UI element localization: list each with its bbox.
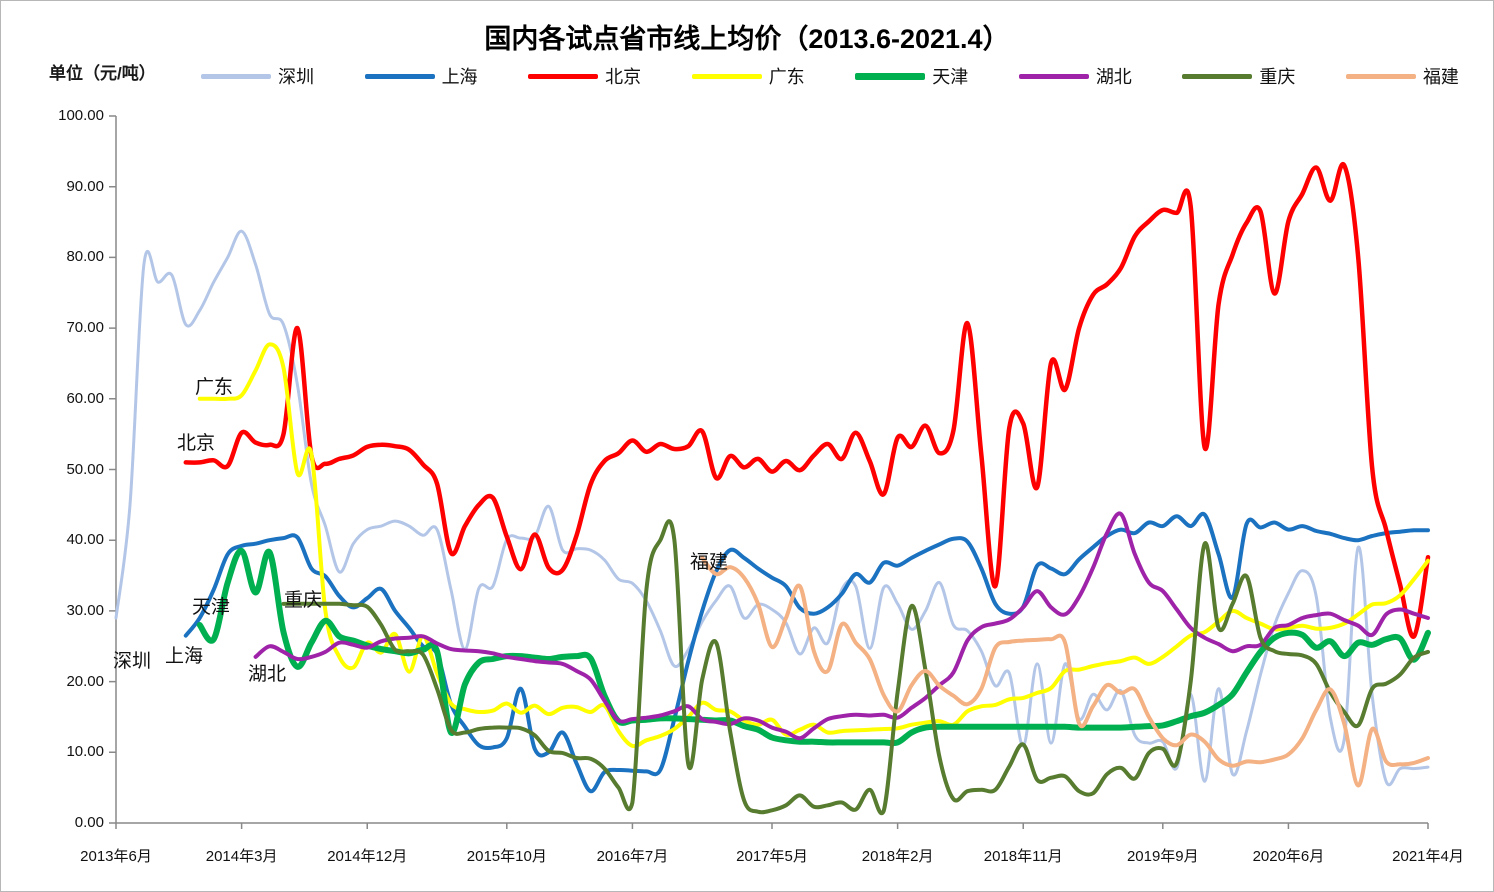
x-axis-tick-label: 2021年4月 [1392,848,1464,865]
series-line-深圳 [114,229,1430,787]
y-axis-tick-label: 60.00 [66,389,104,407]
line-swatch-icon [691,73,762,79]
chart-title: 国内各试点省市线上均价（2013.6-2021.4） [484,24,1010,54]
line-swatch-icon [201,73,271,79]
x-axis-tick-label: 2014年12月 [327,848,408,865]
y-axis-tick-label: 30.00 [66,601,104,619]
series-line-福建 [700,555,1430,788]
series-line-广东 [197,342,1430,749]
y-axis-tick-label: 40.00 [66,531,104,549]
x-axis-tick-label: 2020年6月 [1252,848,1325,865]
line-swatch-icon [855,72,926,80]
legend-item-chongqing: 重庆 [1182,63,1295,89]
chart-legend: 深圳 上海 北京 广东 天津 湖北 重庆 福建 [201,63,1459,89]
series-label-上海: 上海 [165,646,204,667]
axis-lines [109,115,1429,829]
y-axis-tick-label: 80.00 [66,248,104,266]
line-swatch-icon [364,73,435,79]
x-axis-tick-label: 2016年7月 [596,848,669,865]
series-line-重庆 [281,519,1430,816]
series-label-广东: 广东 [195,377,234,398]
series-line-湖北 [253,511,1430,741]
series-label-天津: 天津 [192,597,231,618]
x-axis-tick-label: 2017年5月 [736,848,808,865]
series-line-北京 [183,162,1431,639]
legend-item-tianjin: 天津 [855,63,968,89]
legend-item-beijing: 北京 [528,63,641,89]
y-axis-tick-label: 50.00 [66,460,104,478]
series-label-北京: 北京 [177,433,216,454]
y-axis-tick-label: 90.00 [66,177,104,195]
x-axis-tick-label: 2013年6月 [80,848,152,865]
x-axis-tick-label: 2015年10月 [466,848,547,865]
x-axis-tick-label: 2019年9月 [1126,848,1199,865]
x-axis-tick-label: 2018年11月 [983,848,1063,865]
y-axis-tick-label: 100.00 [58,107,104,124]
line-swatch-icon [528,73,599,79]
y-axis-tick-label: 0.00 [74,814,104,831]
series-label-湖北: 湖北 [248,664,287,685]
line-swatch-icon [1018,73,1089,79]
legend-item-hubei: 湖北 [1018,63,1132,89]
series-label-深圳: 深圳 [113,651,152,672]
line-swatch-icon [1345,73,1416,79]
legend-item-shenzhen: 深圳 [201,63,314,89]
legend-item-fujian: 福建 [1345,63,1459,89]
legend-item-guangdong: 广东 [691,63,805,89]
line-swatch-icon [1182,73,1253,79]
y-axis-unit-label: 单位（元/吨） [49,64,156,83]
series-label-福建: 福建 [690,552,729,573]
legend-item-shanghai: 上海 [364,63,478,89]
x-axis-tick-label: 2014年3月 [205,848,278,865]
y-axis-tick-label: 20.00 [66,672,104,690]
y-axis-tick-label: 10.00 [66,743,104,761]
series-label-重庆: 重庆 [284,590,323,611]
y-axis-tick-label: 70.00 [66,319,104,337]
x-axis-tick-label: 2018年2月 [861,848,934,865]
